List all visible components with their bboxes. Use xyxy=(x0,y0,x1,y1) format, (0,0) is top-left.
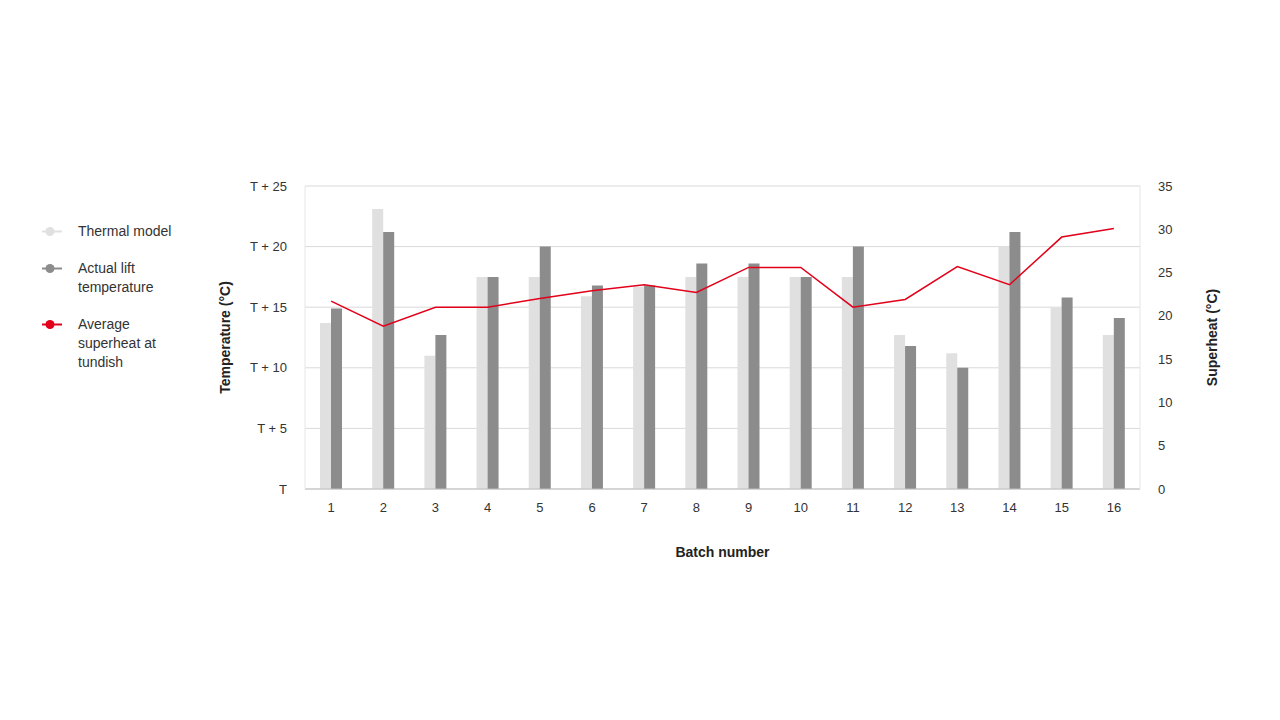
html-text:Thermal model: Thermal model xyxy=(78,223,172,239)
svg-text:T + 5: T + 5 xyxy=(257,421,287,436)
svg-text:T + 15: T + 15 xyxy=(250,300,287,315)
svg-text:Batch number: Batch number xyxy=(675,544,770,560)
svg-text:8: 8 xyxy=(693,500,700,515)
svg-text:20: 20 xyxy=(1158,308,1172,323)
svg-text:5: 5 xyxy=(1158,438,1165,453)
svg-text:Temperature (°C): Temperature (°C) xyxy=(217,281,233,394)
svg-text:T: T xyxy=(279,482,287,497)
svg-text:T + 20: T + 20 xyxy=(250,239,287,254)
svg-text:13: 13 xyxy=(950,500,964,515)
svg-text:2: 2 xyxy=(380,500,387,515)
html-text:Average superheat at tundish: Average superheat at tundish xyxy=(78,316,156,370)
svg-text:35: 35 xyxy=(1158,179,1172,194)
html-text:Actual lift temperature: Actual lift temperature xyxy=(78,260,154,295)
svg-text:15: 15 xyxy=(1158,352,1172,367)
svg-text:Superheat (°C): Superheat (°C) xyxy=(1204,289,1220,386)
svg-text:12: 12 xyxy=(898,500,912,515)
svg-text:10: 10 xyxy=(794,500,808,515)
svg-text:6: 6 xyxy=(588,500,595,515)
svg-text:0: 0 xyxy=(1158,482,1165,497)
svg-text:10: 10 xyxy=(1158,395,1172,410)
svg-text:1: 1 xyxy=(327,500,334,515)
svg-text:30: 30 xyxy=(1158,222,1172,237)
svg-text:9: 9 xyxy=(745,500,752,515)
svg-text:T + 25: T + 25 xyxy=(250,179,287,194)
svg-text:5: 5 xyxy=(536,500,543,515)
svg-text:11: 11 xyxy=(846,500,860,515)
svg-text:16: 16 xyxy=(1107,500,1121,515)
svg-text:7: 7 xyxy=(641,500,648,515)
svg-text:4: 4 xyxy=(484,500,491,515)
svg-text:T + 10: T + 10 xyxy=(250,360,287,375)
svg-text:15: 15 xyxy=(1054,500,1068,515)
svg-text:3: 3 xyxy=(432,500,439,515)
svg-text:25: 25 xyxy=(1158,265,1172,280)
svg-text:14: 14 xyxy=(1002,500,1016,515)
